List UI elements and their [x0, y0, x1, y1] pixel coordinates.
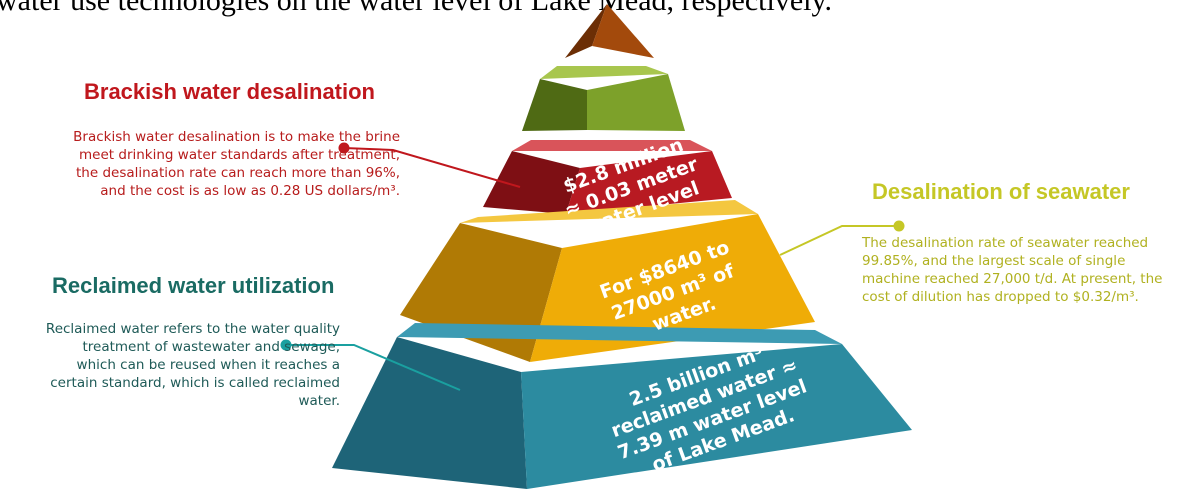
- reclaimed-connector: [280, 339, 461, 391]
- seawater-heading: Desalination of seawater: [872, 179, 1130, 204]
- seawater-line: The desalination rate of seawater reache…: [862, 235, 1149, 251]
- seawater-line: machine reached 27,000 t/d. At present, …: [862, 271, 1163, 287]
- reclaimed-line: certain standard, which is called reclai…: [50, 375, 340, 391]
- caption-fragment: water use technologies on the water leve…: [0, 0, 833, 17]
- reclaimed-description: Reclaimed water refers to the water qual…: [4, 320, 340, 410]
- pyramid-tier-red: [483, 140, 732, 214]
- seawater-connector: [779, 220, 905, 256]
- reclaimed-heading: Reclaimed water utilization: [52, 273, 335, 298]
- reclaimed-line: water.: [298, 393, 340, 409]
- seawater-line: 99.85%, and the largest scale of single: [862, 253, 1126, 269]
- reclaimed-line: treatment of wastewater and sewage,: [82, 339, 340, 355]
- reclaimed-line: Reclaimed water refers to the water qual…: [45, 321, 340, 337]
- brackish-heading: Brackish water desalination: [84, 79, 375, 104]
- seawater-description: The desalination rate of seawater reache…: [862, 234, 1192, 306]
- seawater-line: cost of dilution has dropped to $0.32/m³…: [862, 289, 1139, 305]
- pyramid-tier-green: [522, 66, 685, 131]
- brackish-line: Brackish water desalination is to make t…: [73, 129, 400, 145]
- brackish-line: and the cost is as low as 0.28 US dollar…: [100, 183, 400, 199]
- pyramid-tier-brown: [565, 4, 654, 58]
- pyramid-tier-teal: [332, 323, 912, 489]
- brackish-line: meet drinking water standards after trea…: [79, 147, 400, 163]
- brackish-connector: [338, 142, 521, 188]
- reclaimed-line: which can be reused when it reaches a: [76, 357, 340, 373]
- brackish-description: Brackish water desalination is to make t…: [20, 128, 400, 200]
- brackish-line: the desalination rate can reach more tha…: [76, 165, 400, 181]
